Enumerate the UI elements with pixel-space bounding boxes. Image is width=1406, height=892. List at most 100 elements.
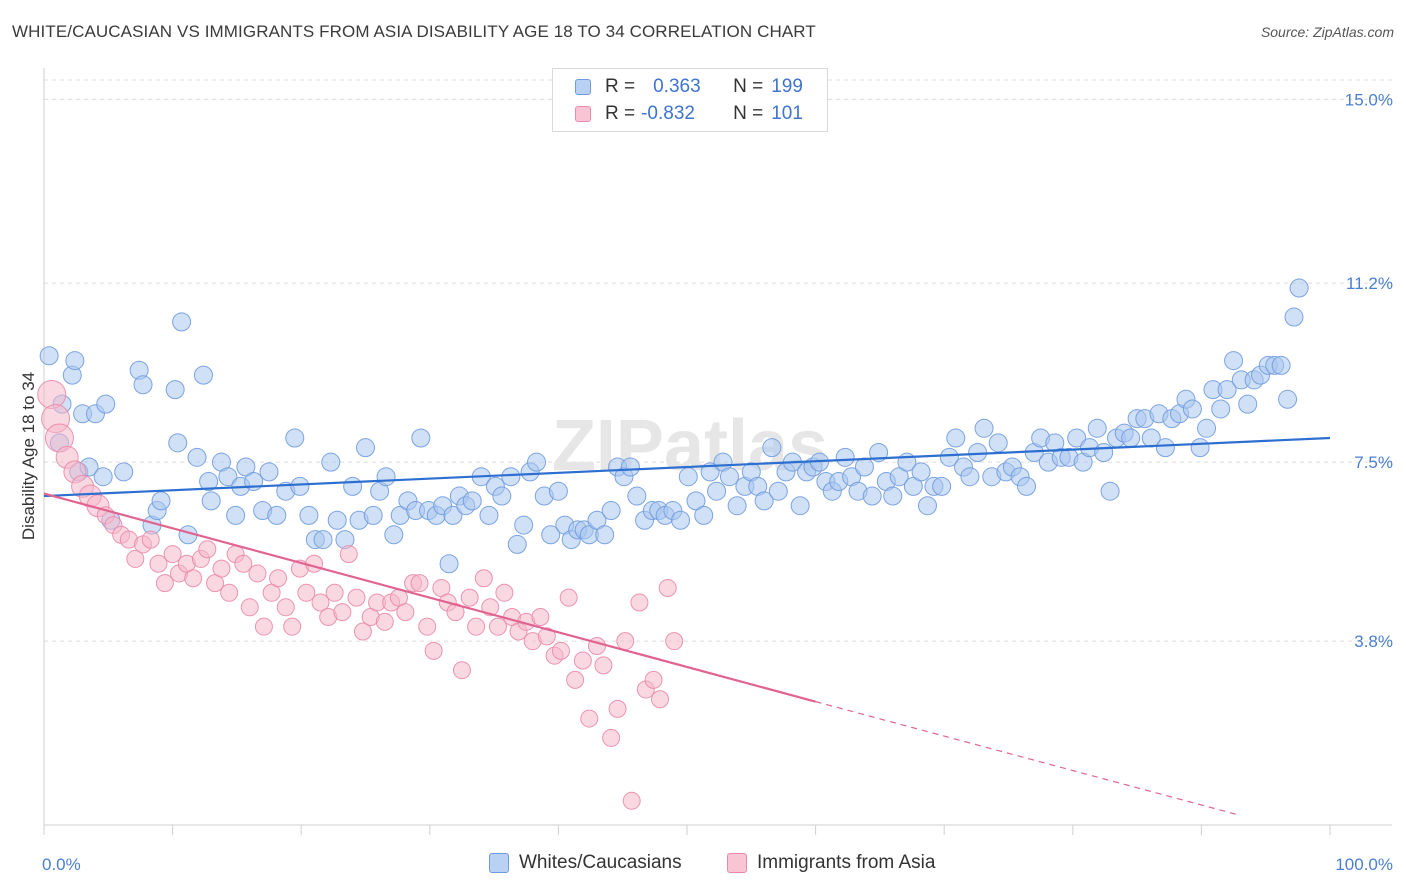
data-point-whites [93, 467, 113, 487]
data-point-whites [601, 501, 621, 521]
data-point-asia [240, 598, 259, 617]
legend-r-label: R = [605, 76, 636, 97]
data-point-whites [1211, 399, 1231, 419]
data-point-asia [325, 583, 344, 602]
data-point-whites [541, 525, 561, 545]
data-point-whites [719, 467, 739, 487]
data-point-asia [353, 622, 372, 641]
data-point-whites [1278, 389, 1298, 409]
data-point-whites [939, 447, 959, 467]
axes [43, 68, 1392, 835]
data-point-whites [259, 462, 279, 482]
data-point-asia [234, 554, 253, 573]
data-point-whites [869, 443, 889, 462]
data-point-whites [507, 534, 527, 554]
legend-r-value: 0.363 [653, 76, 701, 97]
source-label: Source: ZipAtlas.com [1260, 24, 1394, 40]
x-tick-label: 0.0% [42, 855, 81, 874]
data-point-asia [452, 661, 471, 680]
chart-title: WHITE/CAUCASIAN VS IMMIGRANTS FROM ASIA … [12, 22, 816, 41]
data-point-whites [114, 462, 134, 482]
data-point-asia [311, 593, 330, 612]
data-point-asia [283, 617, 302, 636]
data-point-asia [658, 578, 677, 597]
bottom-legend: Whites/Caucasians Immigrants from Asia [0, 852, 1406, 878]
data-point-asia [551, 641, 570, 660]
trend-line-asia-extension [815, 701, 1241, 816]
data-point-asia [184, 569, 203, 588]
legend-swatch-pink [575, 106, 591, 122]
data-point-whites [199, 472, 219, 492]
data-point-asia [410, 574, 429, 593]
data-point-whites [754, 491, 774, 511]
data-point-whites [492, 486, 512, 506]
data-point-whites [911, 462, 931, 482]
data-point-asia [269, 569, 288, 588]
data-point-asia [163, 545, 182, 564]
series-asia-points [37, 379, 684, 810]
data-point-whites [384, 525, 404, 545]
data-point-asia [644, 670, 663, 689]
data-point-whites [290, 476, 310, 496]
series-whites-points [39, 278, 1309, 574]
data-point-asia [418, 617, 437, 636]
data-point-whites [363, 505, 383, 525]
y-tick-label: 15.0% [1345, 90, 1393, 109]
data-point-whites [627, 486, 647, 506]
data-point-whites [917, 496, 937, 516]
data-point-whites [376, 467, 396, 487]
y-axis-label: Disability Age 18 to 34 [19, 372, 38, 540]
legend-r-value: -0.832 [641, 103, 695, 124]
data-point-whites [671, 510, 691, 530]
data-point-whites [727, 496, 747, 516]
data-point-whites [1100, 481, 1120, 501]
data-point-whites [790, 496, 810, 516]
legend-r-label: R = [605, 103, 636, 124]
data-point-whites [968, 443, 988, 462]
data-point-whites [932, 476, 952, 496]
legend-n-value: 199 [771, 76, 803, 97]
data-point-whites [321, 452, 341, 472]
data-point-asia [559, 588, 578, 607]
data-point-asia [339, 545, 358, 564]
data-point-whites [988, 433, 1008, 453]
data-point-whites [1224, 351, 1244, 371]
data-point-whites [1217, 380, 1237, 400]
data-point-whites [946, 428, 966, 448]
data-point-whites [65, 351, 85, 371]
data-point-whites [411, 428, 431, 448]
data-point-asia [481, 598, 500, 617]
data-point-asia [467, 617, 486, 636]
data-point-asia [220, 583, 239, 602]
bottom-legend-swatch-blue [489, 853, 509, 873]
data-point-whites [165, 380, 185, 400]
data-point-whites [1271, 355, 1291, 375]
legend-row-asia: R = -0.832 N = 101 [553, 101, 803, 127]
data-point-whites [151, 491, 171, 511]
data-point-whites [462, 491, 482, 511]
data-point-whites [356, 438, 375, 458]
data-point-asia [616, 632, 635, 651]
legend-row-whites: R = 0.363 N = 199 [553, 74, 803, 100]
data-point-whites [1121, 428, 1141, 448]
data-point-whites [39, 346, 59, 366]
data-point-whites [548, 481, 568, 501]
data-point-whites [1094, 443, 1114, 462]
data-point-asia [375, 612, 394, 631]
data-point-whites [201, 491, 221, 511]
data-point-asia [396, 603, 415, 622]
trend-lines [43, 436, 1331, 816]
data-point-asia [460, 588, 479, 607]
data-point-asia [537, 627, 556, 646]
data-point-whites [1155, 438, 1175, 458]
data-point-asia [126, 549, 145, 568]
data-point-asia [580, 709, 599, 728]
data-point-asia [141, 530, 160, 549]
data-point-asia [650, 690, 669, 709]
data-point-whites [835, 447, 855, 467]
data-point-whites [974, 418, 994, 438]
data-point-whites [883, 486, 903, 506]
data-point-whites [700, 462, 720, 482]
data-point-whites [620, 457, 640, 477]
